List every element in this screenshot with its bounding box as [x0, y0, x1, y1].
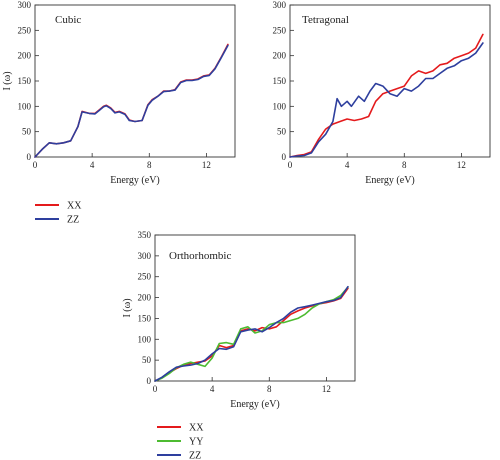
- y-tick-label: 150: [138, 313, 152, 323]
- series-line-zz: [34, 44, 229, 158]
- x-tick-label: 12: [457, 160, 466, 170]
- x-tick-label: 8: [147, 160, 152, 170]
- y-tick-label: 100: [18, 101, 32, 111]
- plot-frame: [34, 4, 236, 158]
- x-tick-label: 4: [210, 384, 215, 394]
- y-tick-label: 250: [18, 25, 32, 35]
- y-tick-label: 50: [22, 127, 32, 137]
- y-tick-label: 300: [138, 251, 152, 261]
- y-tick-label: 0: [282, 152, 287, 162]
- series-line-xx: [34, 43, 229, 158]
- panel-title: Cubic: [55, 14, 81, 26]
- y-tick-label: 50: [277, 127, 287, 137]
- series-line-zz: [154, 285, 349, 382]
- series-line-xx: [289, 33, 484, 158]
- legend-label-zz: ZZ: [67, 215, 79, 226]
- x-tick-label: 12: [202, 160, 211, 170]
- x-axis-label: Energy (eV): [230, 399, 280, 410]
- y-axis-label: I (ω): [122, 298, 133, 317]
- panel-title: Orthorhombic: [169, 250, 231, 262]
- y-tick-label: 200: [18, 51, 32, 61]
- y-tick-label: 100: [138, 334, 152, 344]
- y-tick-label: 350: [138, 230, 152, 240]
- y-tick-label: 150: [273, 76, 287, 86]
- x-tick-label: 4: [90, 160, 95, 170]
- legend-label-yy: YY: [189, 437, 203, 448]
- y-tick-label: 300: [273, 0, 287, 10]
- x-tick-label: 4: [345, 160, 350, 170]
- legend-label-xx: XX: [189, 423, 204, 434]
- y-tick-label: 0: [147, 376, 152, 386]
- y-tick-label: 250: [138, 272, 152, 282]
- orthorhombic-legend: XX YY ZZ: [157, 423, 204, 460]
- panel-title: Tetragonal: [302, 14, 349, 26]
- y-tick-label: 150: [18, 76, 32, 86]
- legend-label-xx: XX: [67, 201, 82, 212]
- x-tick-label: 8: [402, 160, 407, 170]
- y-tick-label: 200: [273, 51, 287, 61]
- x-tick-label: 0: [33, 160, 38, 170]
- y-tick-label: 300: [18, 0, 32, 10]
- cubic-legend: XX ZZ: [35, 201, 82, 226]
- y-tick-label: 50: [142, 355, 152, 365]
- y-axis-label: I (ω): [2, 71, 13, 90]
- y-tick-label: 200: [138, 293, 152, 303]
- plot-frame: [289, 4, 491, 158]
- cubic-panel: 0 50 100 150 200 250 300 0 4 8 12 Energy (eV) I (ω) C…: [2, 0, 236, 186]
- legend-label-zz: ZZ: [189, 451, 201, 460]
- series-line-xx: [154, 287, 349, 382]
- y-tick-label: 250: [273, 25, 287, 35]
- plot-frame: [154, 234, 356, 382]
- tetragonal-panel: 0 50 100 150 200 250 300 0 4 8 12 Energy (eV) Tetrag…: [273, 0, 491, 186]
- y-tick-label: 0: [27, 152, 32, 162]
- x-tick-label: 0: [153, 384, 158, 394]
- x-tick-label: 0: [288, 160, 293, 170]
- y-tick-label: 100: [273, 101, 287, 111]
- x-tick-label: 12: [322, 384, 331, 394]
- series-line-zz: [289, 42, 484, 158]
- x-axis-label: Energy (eV): [365, 175, 415, 186]
- x-tick-label: 8: [267, 384, 272, 394]
- orthorhombic-panel: 0 50 100 150 200 250 300 350 0 4 8 12 Energy (eV) I (…: [122, 230, 356, 410]
- x-axis-label: Energy (eV): [110, 175, 160, 186]
- series-line-yy: [154, 286, 349, 382]
